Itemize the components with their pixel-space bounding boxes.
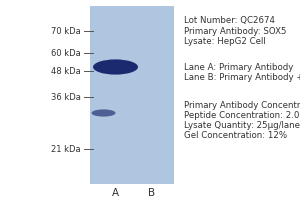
- Text: 36 kDa: 36 kDa: [51, 92, 81, 102]
- Text: Gel Concentration: 12%: Gel Concentration: 12%: [184, 130, 288, 140]
- Ellipse shape: [93, 59, 138, 75]
- Text: Lot Number: QC2674: Lot Number: QC2674: [184, 17, 275, 25]
- Text: A: A: [112, 188, 119, 198]
- Text: B: B: [148, 188, 155, 198]
- Text: Primary Antibody Concentration: 2.0μg/ml: Primary Antibody Concentration: 2.0μg/ml: [184, 100, 300, 110]
- Ellipse shape: [92, 109, 116, 117]
- Text: Peptide Concentration: 2.0ug/ml: Peptide Concentration: 2.0ug/ml: [184, 110, 300, 119]
- Text: Lysate: HepG2 Cell: Lysate: HepG2 Cell: [184, 36, 266, 46]
- Text: 21 kDa: 21 kDa: [51, 144, 81, 154]
- Text: 70 kDa: 70 kDa: [51, 26, 81, 36]
- Bar: [90, 6, 174, 184]
- Text: Lane B: Primary Antibody + Blocking Peptide: Lane B: Primary Antibody + Blocking Pept…: [184, 72, 300, 82]
- Text: Lysate Quantity: 25μg/lane: Lysate Quantity: 25μg/lane: [184, 120, 300, 130]
- Text: Primary Antibody: SOX5: Primary Antibody: SOX5: [184, 26, 287, 36]
- Text: 60 kDa: 60 kDa: [51, 48, 81, 58]
- Text: 48 kDa: 48 kDa: [51, 66, 81, 75]
- Text: Lane A: Primary Antibody: Lane A: Primary Antibody: [184, 62, 294, 72]
